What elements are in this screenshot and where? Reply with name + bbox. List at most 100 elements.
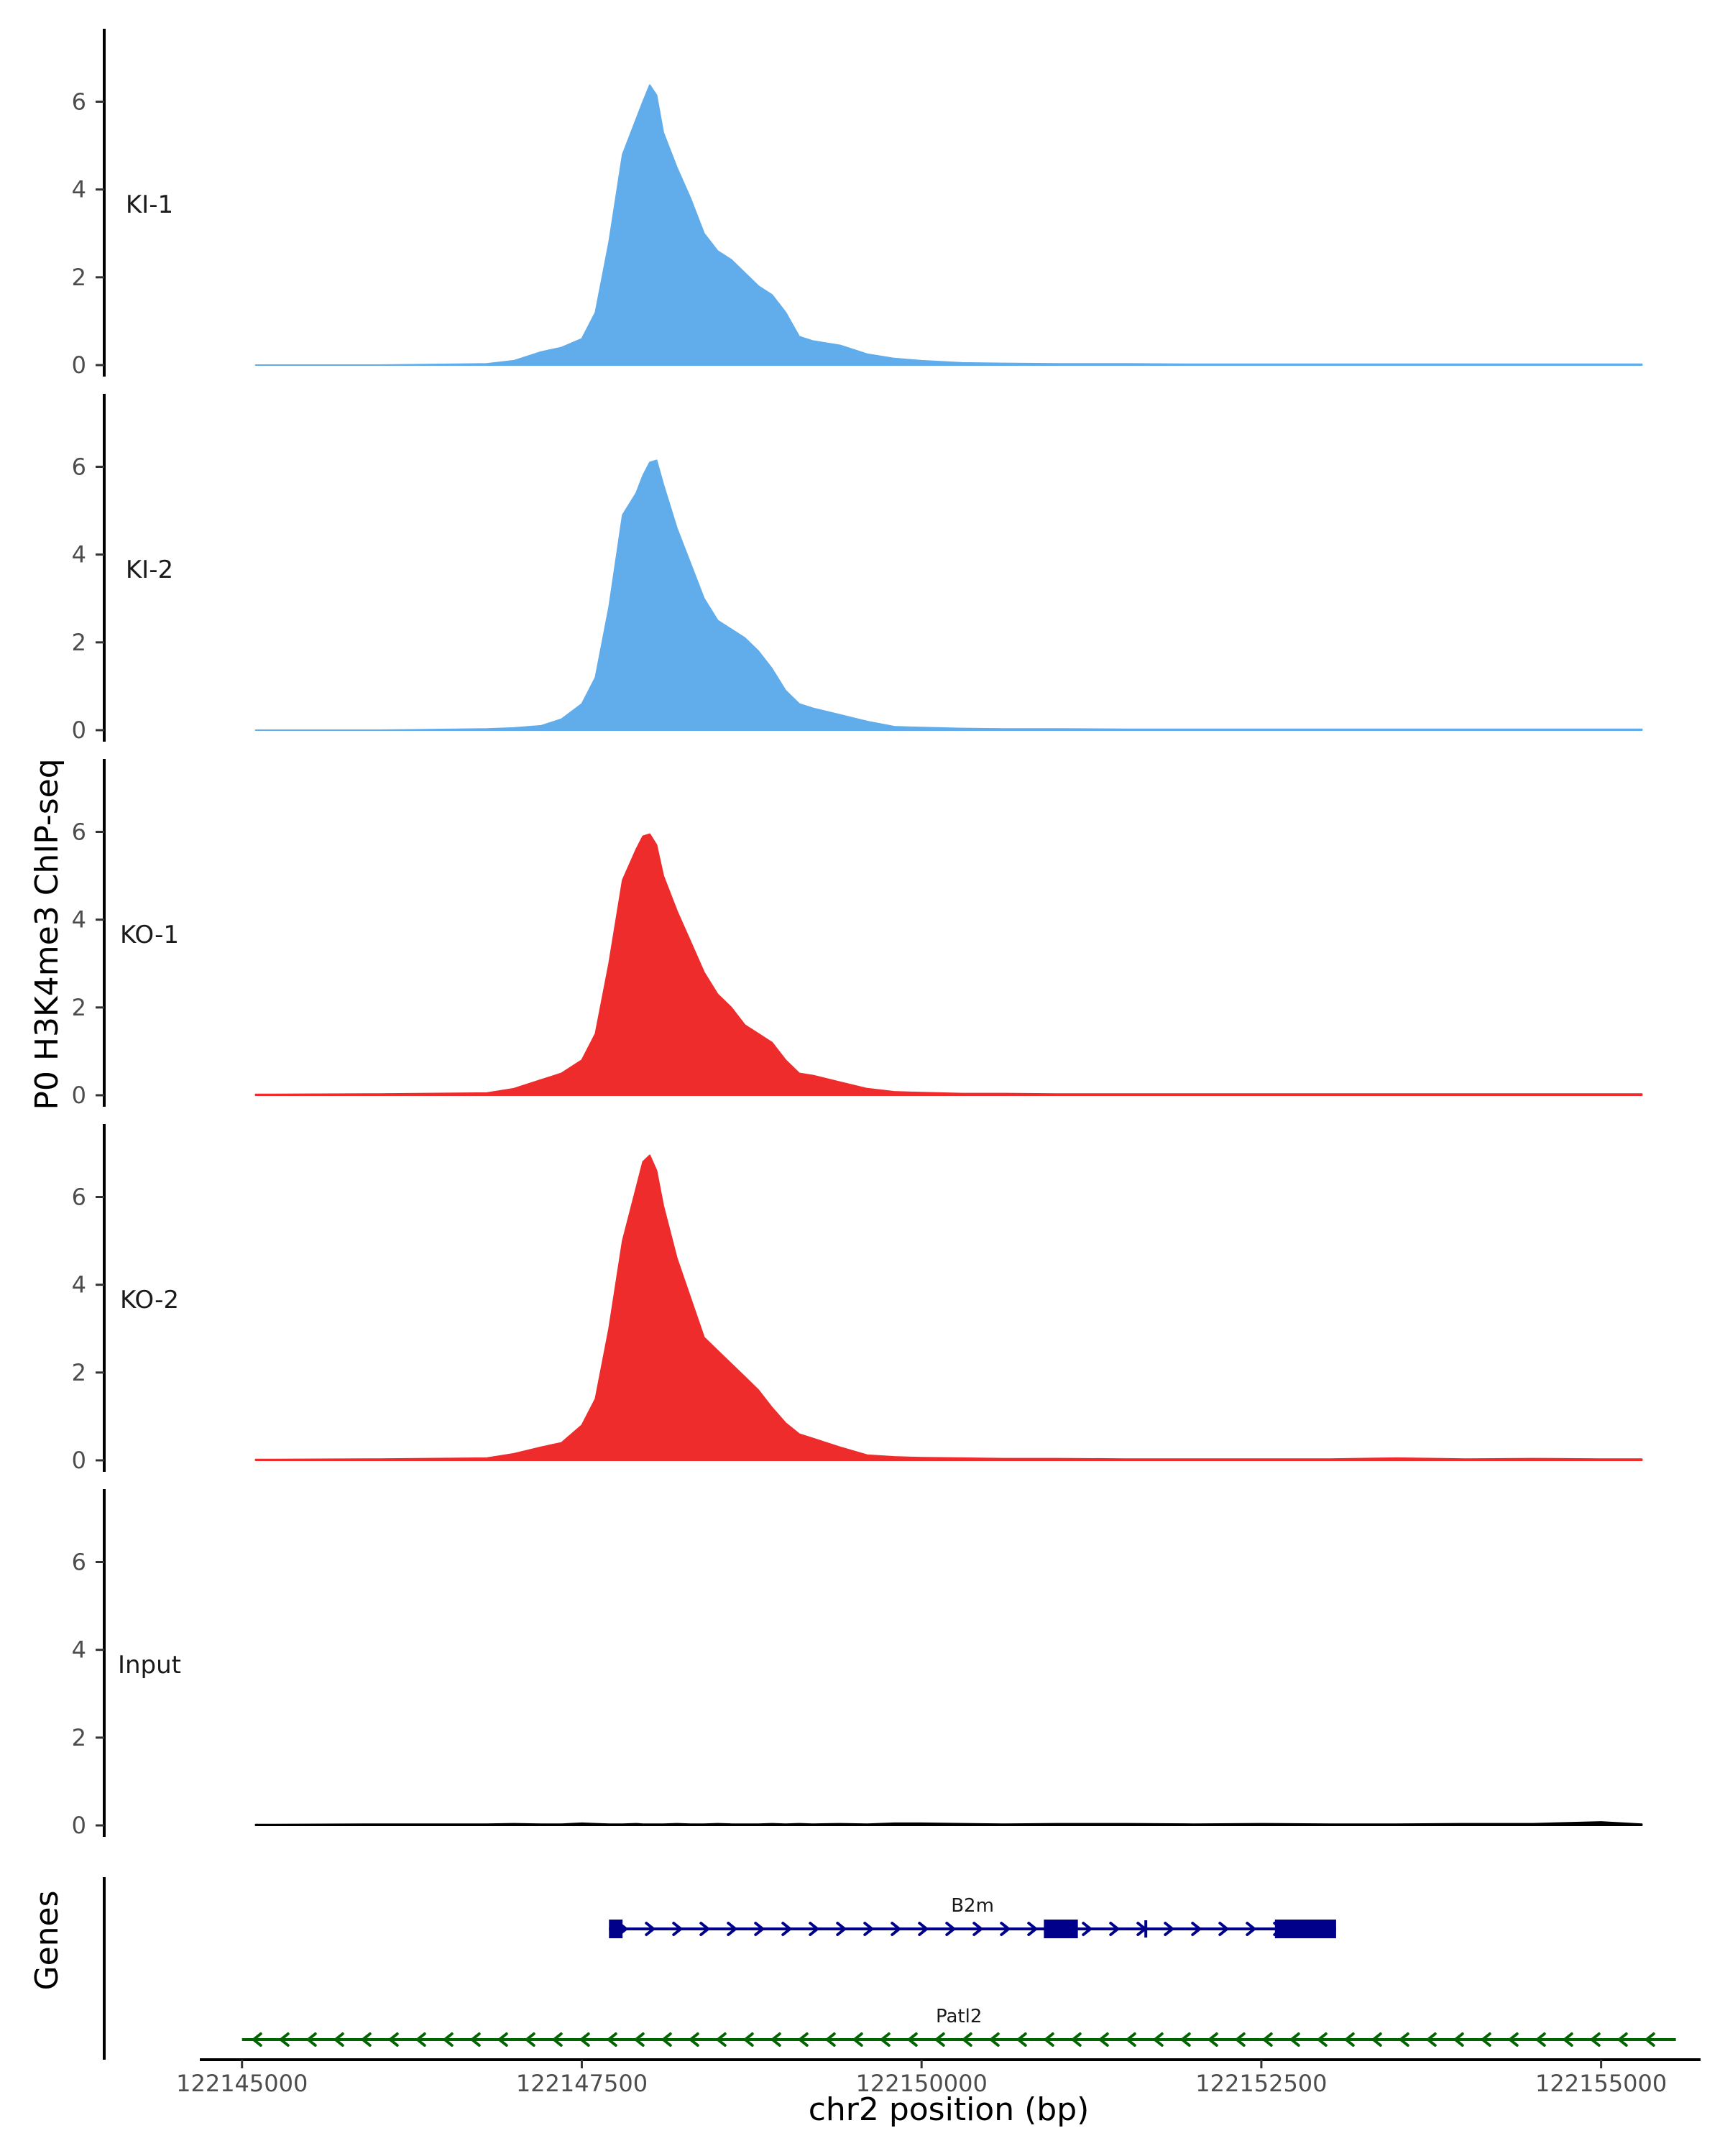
track-label-ki-2: KI-2 — [126, 556, 173, 584]
strand-arrow-icon — [525, 2032, 535, 2047]
y-tick-label: 2 — [72, 994, 86, 1021]
strand-arrow-icon — [607, 2032, 617, 2047]
strand-arrow-icon — [1344, 2032, 1355, 2047]
strand-arrow-icon — [1262, 2032, 1273, 2047]
y-tick-label: 2 — [72, 1724, 86, 1751]
strand-arrow-icon — [918, 1922, 929, 1936]
y-tick-label: 4 — [72, 1636, 86, 1664]
strand-arrow-icon — [672, 1922, 683, 1936]
gene-label-b2m: B2m — [951, 1895, 994, 1917]
strand-arrow-icon — [907, 2032, 918, 2047]
strand-arrow-icon — [1317, 2032, 1328, 2047]
strand-arrow-icon — [1246, 1922, 1256, 1936]
exon-block — [609, 1920, 623, 1938]
strand-arrow-icon — [716, 2032, 727, 2047]
strand-arrow-icon — [825, 2032, 836, 2047]
track-ki-1: 0 2 4 6 KI-1 — [72, 29, 1643, 379]
strand-arrow-icon — [645, 1922, 656, 1936]
y-tick-label: 4 — [72, 1271, 86, 1299]
strand-arrow-icon — [279, 2032, 290, 2047]
strand-arrow-icon — [1000, 1922, 1011, 1936]
strand-arrow-icon — [1399, 2032, 1409, 2047]
track-ko-1: 0 2 4 6 KO-1 — [72, 759, 1643, 1109]
y-tick-label: 6 — [72, 1549, 86, 1576]
y-tick-label: 4 — [72, 176, 86, 203]
strand-arrow-icon — [689, 2032, 699, 2047]
strand-arrow-icon — [891, 1922, 901, 1936]
exon-block — [1274, 1920, 1336, 1938]
signal-area-ki-1 — [254, 84, 1643, 366]
strand-arrow-icon — [1153, 2032, 1164, 2047]
strand-arrow-icon — [1016, 2032, 1027, 2047]
x-axis-title: chr2 position (bp) — [809, 2091, 1090, 2128]
strand-arrow-icon — [852, 2032, 863, 2047]
strand-arrow-icon — [443, 2032, 454, 2047]
strand-arrow-icon — [1371, 2032, 1382, 2047]
strand-arrow-icon — [1027, 1922, 1038, 1936]
strand-arrow-icon — [497, 2032, 508, 2047]
strand-arrow-icon — [334, 2032, 344, 2047]
y-tick-label: 0 — [72, 717, 86, 744]
strand-arrow-icon — [579, 2032, 590, 2047]
strand-arrow-icon — [809, 1922, 819, 1936]
y-tick-label: 0 — [72, 1082, 86, 1109]
strand-arrow-icon — [1208, 2032, 1218, 2047]
track-ko-2: 0 2 4 6 KO-2 — [72, 1124, 1643, 1474]
strand-arrow-icon — [361, 2032, 372, 2047]
x-tick-label: 122150000 — [856, 2070, 988, 2097]
track-label-ko-1: KO-1 — [120, 921, 179, 949]
strand-arrow-icon — [727, 1922, 737, 1936]
strand-arrow-icon — [552, 2032, 563, 2047]
strand-arrow-icon — [1126, 2032, 1136, 2047]
y-tick-label: 2 — [72, 264, 86, 291]
strand-arrow-icon — [1563, 2032, 1573, 2047]
strand-arrow-icon — [388, 2032, 399, 2047]
strand-arrow-icon — [962, 2032, 972, 2047]
strand-arrow-icon — [1508, 2032, 1519, 2047]
strand-arrow-icon — [1644, 2032, 1655, 2047]
genes-axis-title: Genes — [29, 1890, 65, 1990]
strand-arrow-icon — [1590, 2032, 1601, 2047]
signal-area-ko-2 — [254, 1154, 1643, 1461]
y-axis-title: P0 H3K4me3 ChIP-seq — [29, 758, 65, 1110]
x-axis: 122145000 122147500 122150000 122152500 1221… — [176, 2058, 1701, 2097]
strand-arrow-icon — [1535, 2032, 1546, 2047]
strand-arrow-icon — [1426, 2032, 1437, 2047]
track-label-ki-1: KI-1 — [126, 190, 173, 219]
strand-arrow-icon — [1481, 2032, 1491, 2047]
signal-area-input — [254, 1821, 1643, 1826]
gene-label-patl2: Patl2 — [936, 2006, 982, 2027]
strand-arrow-icon — [1082, 1922, 1092, 1936]
x-tick-label: 122152500 — [1195, 2070, 1327, 2097]
strand-arrow-icon — [634, 2032, 645, 2047]
strand-arrow-icon — [306, 2032, 317, 2047]
y-tick-label: 0 — [72, 1447, 86, 1474]
strand-arrow-icon — [699, 1922, 710, 1936]
y-tick-label: 6 — [72, 1184, 86, 1211]
strand-arrow-icon — [415, 2032, 426, 2047]
track-label-ko-2: KO-2 — [120, 1286, 179, 1314]
strand-arrow-icon — [1071, 2032, 1082, 2047]
strand-arrow-icon — [863, 1922, 874, 1936]
strand-arrow-icon — [945, 1922, 956, 1936]
signal-area-ko-1 — [254, 833, 1643, 1096]
strand-arrow-icon — [1164, 1922, 1174, 1936]
strand-arrow-icon — [754, 1922, 765, 1936]
track-ki-2: 0 2 4 6 KI-2 — [72, 394, 1643, 744]
strand-arrow-icon — [470, 2032, 481, 2047]
y-tick-label: 4 — [72, 541, 86, 568]
y-tick-label: 0 — [72, 1812, 86, 1839]
y-tick-label: 6 — [72, 819, 86, 846]
strand-arrow-icon — [1218, 1922, 1229, 1936]
track-label-input: Input — [118, 1651, 181, 1680]
y-tick-label: 2 — [72, 629, 86, 656]
strand-arrow-icon — [798, 2032, 809, 2047]
y-tick-label: 4 — [72, 906, 86, 934]
strand-arrow-icon — [1453, 2032, 1464, 2047]
gene-b2m: B2m — [609, 1895, 1336, 1938]
track-input: 0 2 4 6 Input — [72, 1489, 1643, 1839]
strand-arrow-icon — [1098, 2032, 1109, 2047]
strand-arrow-icon — [1235, 2032, 1246, 2047]
tracks: 0 2 4 6 KI-1 0 2 4 6 KI-2 0 2 4 6 KO-1 0 2 4 6 KO-2 0 2 4 6 Inpu… — [72, 29, 1643, 1839]
